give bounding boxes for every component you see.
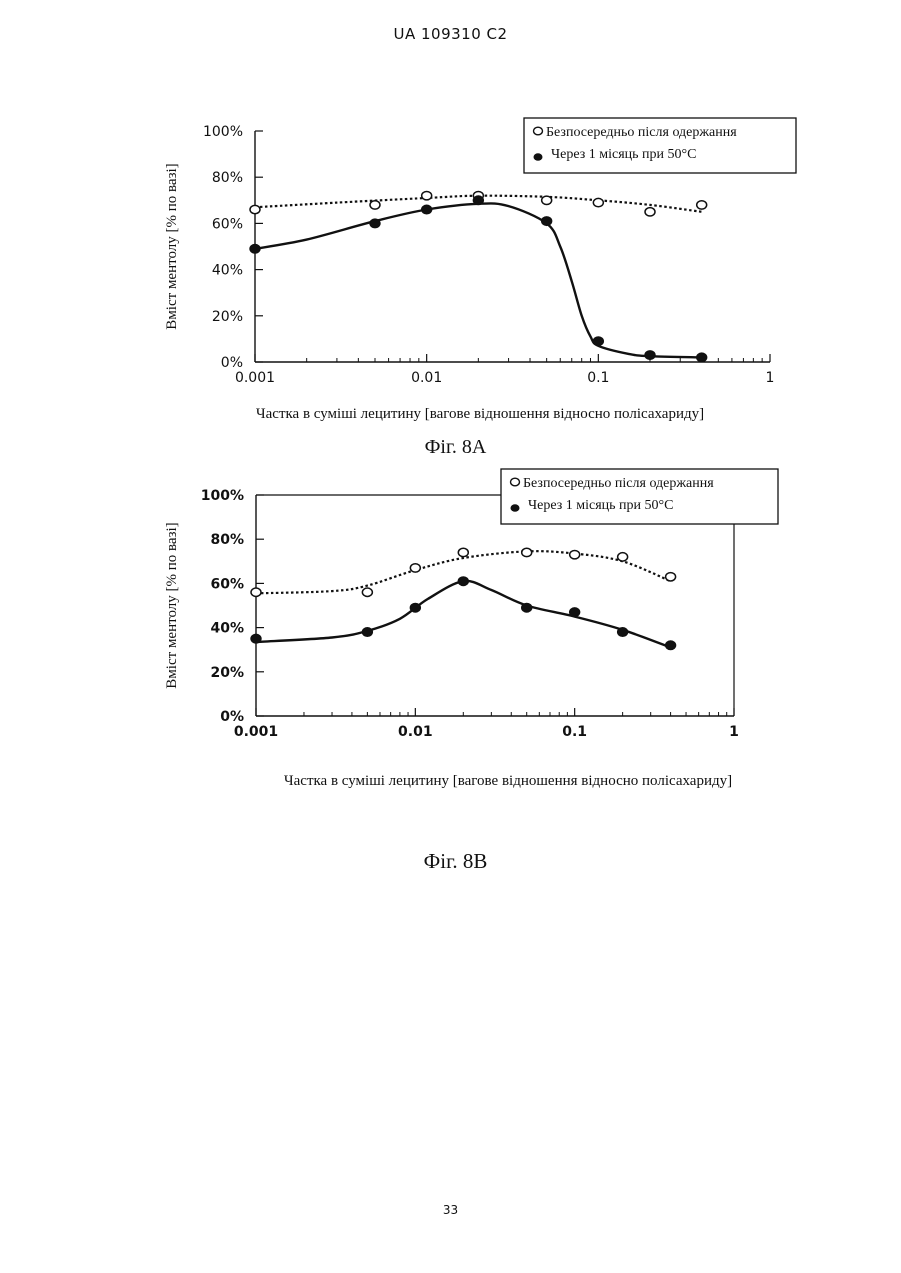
chart-8a-legend-label-1: Безпосередньо після одержання xyxy=(546,125,737,140)
chart-8b: 0.001 0.01 0.1 1 0% 20% 40% 60% 80% 100% Частка в … xyxy=(0,465,901,805)
chart-8b-x-tick-label: 0.1 xyxy=(562,724,587,740)
chart-8a-legend-label-2: Через 1 місяць при 50°C xyxy=(551,147,696,162)
chart-8a-x-tick-label: 0.1 xyxy=(587,370,609,386)
figure-caption-8b: Фіг. 8В xyxy=(5,849,901,874)
chart-8b-series-2-point xyxy=(362,628,372,637)
chart-8b-y-tick-label: 60% xyxy=(210,576,244,592)
chart-8a-x-axis-label: Частка в суміші лецитину [вагове відноше… xyxy=(256,406,704,422)
chart-8b-series-1-point xyxy=(522,548,532,556)
chart-8a-series-1-point xyxy=(422,191,432,199)
chart-8a-series-2-point xyxy=(645,351,655,360)
chart-8a-series-1-point xyxy=(593,198,603,206)
chart-8a-series-2-point xyxy=(421,205,431,214)
chart-8a-series-2-point xyxy=(250,244,260,253)
document-header: UA 109310 C2 xyxy=(0,25,901,43)
chart-8a: 0.001 0.01 0.1 1 0% 20% 40% 60% 80% 100% Частка в … xyxy=(0,100,901,435)
chart-8a-series-2-line xyxy=(255,203,702,357)
chart-8a-x-tick-label: 0.001 xyxy=(235,370,275,386)
chart-8a-series-2-point xyxy=(370,219,380,228)
chart-8a-y-tick-label: 60% xyxy=(212,216,243,232)
chart-8b-x-tick-label: 1 xyxy=(729,724,739,740)
chart-8b-series-2-point xyxy=(251,634,261,643)
chart-8a-series-2-point xyxy=(696,353,706,362)
chart-8a-series-1-point xyxy=(542,196,552,204)
chart-8a-y-tick-label: 100% xyxy=(203,124,243,140)
chart-8b-series-2-point xyxy=(410,603,420,612)
chart-8a-y-tick-label: 0% xyxy=(221,355,243,371)
chart-8b-series-1-point xyxy=(362,588,372,596)
chart-8b-x-axis-label: Частка в суміші лецитину [вагове відноше… xyxy=(284,773,732,789)
chart-8a-legend-marker-1 xyxy=(534,127,543,135)
page-number: 33 xyxy=(0,1203,901,1217)
chart-8b-series-1-line xyxy=(256,551,671,593)
chart-8a-series-1-point xyxy=(645,208,655,216)
chart-8b-series-1-point xyxy=(458,548,468,556)
chart-8b-series-1-point xyxy=(410,564,420,572)
chart-8b-x-tick-label: 0.01 xyxy=(398,724,433,740)
chart-8b-y-tick-label: 20% xyxy=(210,665,244,681)
chart-8a-series-2-point xyxy=(593,337,603,346)
chart-8b-y-tick-label: 80% xyxy=(210,532,244,548)
chart-8a-x-tick-label: 0.01 xyxy=(411,370,442,386)
chart-8b-series-1-point xyxy=(570,550,580,558)
chart-8a-series-2-point xyxy=(473,196,483,205)
chart-8a-legend-marker-2 xyxy=(534,153,543,161)
chart-8b-series-1-point xyxy=(666,573,676,581)
chart-8b-y-axis-label: Вміст ментолу [% по вазі] xyxy=(164,522,180,688)
chart-8b-legend-marker-1 xyxy=(511,478,520,486)
chart-8b-series-2-point xyxy=(458,577,468,586)
chart-8b-x-tick-label: 0.001 xyxy=(234,724,278,740)
chart-8a-y-tick-label: 20% xyxy=(212,309,243,325)
chart-8b-y-tick-label: 100% xyxy=(201,488,244,504)
chart-8a-series-1-point xyxy=(370,201,380,209)
chart-8a-y-axis-label: Вміст ментолу [% по вазі] xyxy=(164,163,180,329)
chart-8a-y-tick-label: 40% xyxy=(212,263,243,279)
chart-8a-x-tick-label: 1 xyxy=(766,370,775,386)
chart-8b-series-2-point xyxy=(665,641,675,650)
chart-8b-series-2-point xyxy=(617,628,627,637)
figure-caption-8a: Фіг. 8А xyxy=(5,436,901,459)
chart-8a-series-2-point xyxy=(541,217,551,226)
chart-8b-series-1-point xyxy=(618,553,628,561)
chart-8b-legend-label-2: Через 1 місяць при 50°C xyxy=(528,498,673,513)
chart-8b-series-1-point xyxy=(251,588,261,596)
chart-8b-legend-marker-2 xyxy=(511,504,520,512)
chart-8b-legend-label-1: Безпосередньо після одержання xyxy=(523,476,714,491)
chart-8b-y-tick-label: 0% xyxy=(220,709,244,725)
chart-8a-series-1-point xyxy=(697,201,707,209)
chart-8a-y-tick-label: 80% xyxy=(212,170,243,186)
chart-8b-y-tick-label: 40% xyxy=(210,621,244,637)
chart-8b-series-2-point xyxy=(522,603,532,612)
chart-8a-series-1-point xyxy=(250,205,260,213)
chart-8b-series-2-point xyxy=(569,608,579,617)
